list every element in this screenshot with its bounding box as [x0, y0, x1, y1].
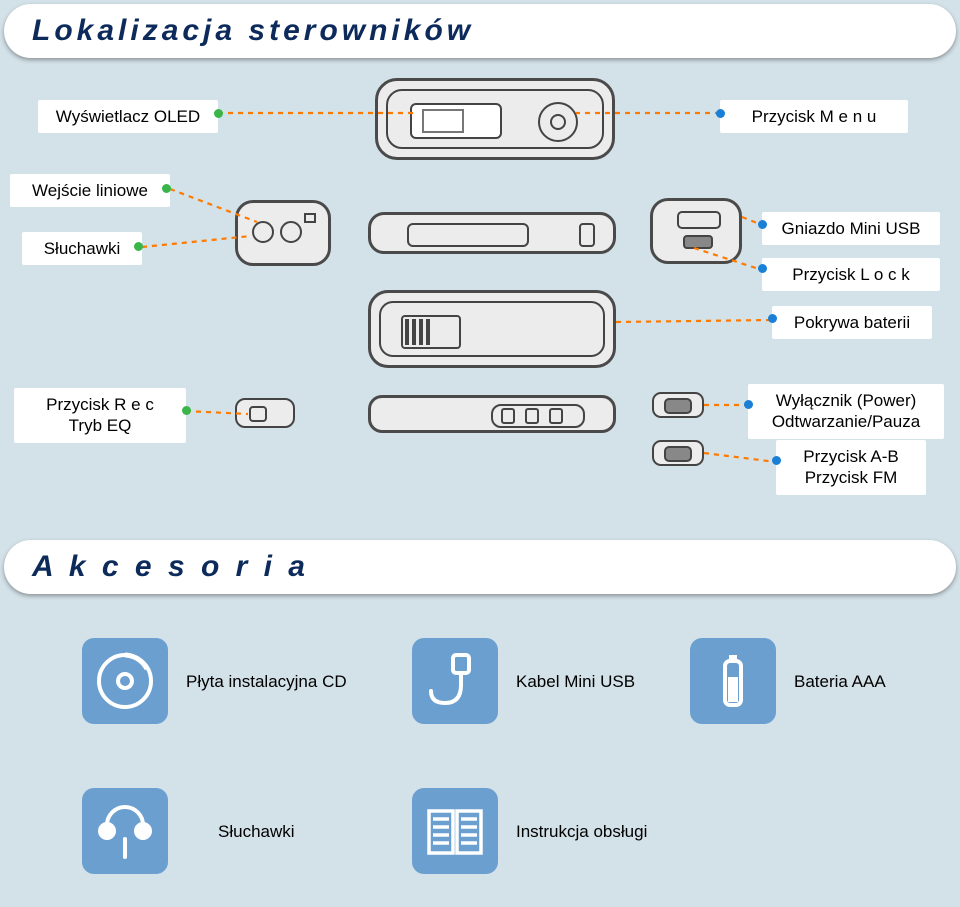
dot: [716, 109, 725, 118]
label-linein: Wejście liniowe: [10, 174, 170, 207]
dot: [182, 406, 191, 415]
accessory-earphones-icon: [82, 788, 168, 874]
device-front: [375, 78, 615, 160]
section-title-accessories: A k c e s o r i a: [4, 540, 956, 594]
dot: [162, 184, 171, 193]
accessory-cable-icon: [412, 638, 498, 724]
dot: [758, 220, 767, 229]
label-oled-text: Wyświetlacz OLED: [56, 107, 200, 126]
dot: [768, 314, 777, 323]
dot: [134, 242, 143, 251]
label-menu-text: Przycisk M e n u: [752, 107, 877, 126]
device-endcap-right: [650, 198, 742, 264]
label-ab: Przycisk A-B Przycisk FM: [776, 440, 926, 495]
label-headphones-text: Słuchawki: [44, 239, 121, 258]
label-miniusb-text: Gniazdo Mini USB: [782, 219, 921, 238]
label-battcover: Pokrywa baterii: [772, 306, 932, 339]
device-side: [368, 395, 616, 433]
accessory-cd-icon: [82, 638, 168, 724]
label-power-text2: Odtwarzanie/Pauza: [758, 411, 934, 432]
dot: [772, 456, 781, 465]
accessory-manual-label: Instrukcja obsługi: [516, 822, 647, 842]
label-rec-text1: Przycisk R e c: [24, 394, 176, 415]
device-top: [368, 212, 616, 254]
device-side-button-left: [235, 398, 295, 428]
dot: [214, 109, 223, 118]
label-rec: Przycisk R e c Tryb EQ: [14, 388, 186, 443]
accessory-cable-label: Kabel Mini USB: [516, 672, 635, 692]
dot: [758, 264, 767, 273]
label-lock: Przycisk L o c k: [762, 258, 940, 291]
label-battcover-text: Pokrywa baterii: [794, 313, 910, 332]
label-oled: Wyświetlacz OLED: [38, 100, 218, 133]
label-power-text1: Wyłącznik (Power): [758, 390, 934, 411]
section-title-accessories-text: A k c e s o r i a: [32, 550, 309, 584]
section-title-controls-text: Lokalizacja sterowników: [32, 14, 474, 48]
device-back: [368, 290, 616, 368]
device-endcap-left: [235, 200, 331, 266]
label-miniusb: Gniazdo Mini USB: [762, 212, 940, 245]
dot: [744, 400, 753, 409]
accessory-battery-icon: [690, 638, 776, 724]
accessory-manual-icon: [412, 788, 498, 874]
label-ab-text1: Przycisk A-B: [786, 446, 916, 467]
accessory-earphones-label: Słuchawki: [218, 822, 295, 842]
label-ab-text2: Przycisk FM: [786, 467, 916, 488]
accessory-cd-label: Płyta instalacyjna CD: [186, 672, 347, 692]
label-rec-text2: Tryb EQ: [24, 415, 176, 436]
label-power: Wyłącznik (Power) Odtwarzanie/Pauza: [748, 384, 944, 439]
section-title-controls: Lokalizacja sterowników: [4, 4, 956, 58]
accessory-battery-label: Bateria AAA: [794, 672, 886, 692]
label-menu: Przycisk M e n u: [720, 100, 908, 133]
label-headphones: Słuchawki: [22, 232, 142, 265]
label-linein-text: Wejście liniowe: [32, 181, 148, 200]
label-lock-text: Przycisk L o c k: [792, 265, 909, 284]
device-side-button-play: [652, 392, 704, 418]
device-side-button-ab: [652, 440, 704, 466]
